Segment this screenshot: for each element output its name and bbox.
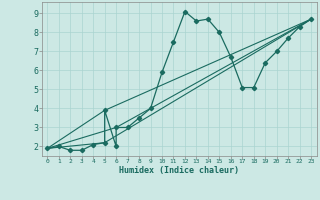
X-axis label: Humidex (Indice chaleur): Humidex (Indice chaleur)	[119, 166, 239, 175]
